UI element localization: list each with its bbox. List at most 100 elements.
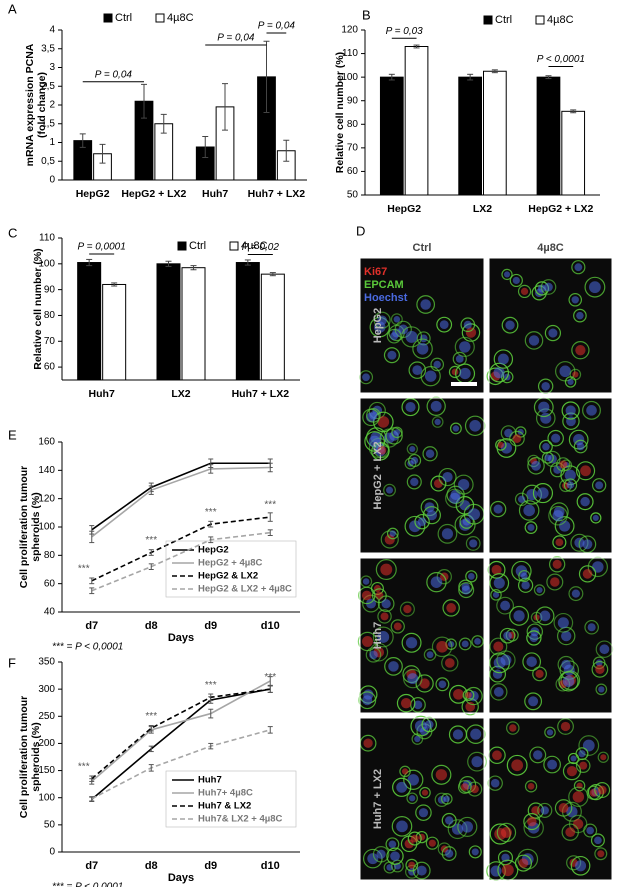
significance-label: *** xyxy=(205,680,217,691)
cell-nucleus xyxy=(390,332,399,341)
cell-membrane xyxy=(487,560,506,579)
cell-membrane xyxy=(563,478,578,492)
cell-nucleus xyxy=(470,784,479,794)
bar xyxy=(458,76,482,196)
cell-nucleus xyxy=(576,442,585,451)
cell-nucleus xyxy=(599,644,610,655)
channel-label: Hoechst xyxy=(364,292,408,304)
channel-label: Ki67 xyxy=(364,266,387,278)
cell-nucleus xyxy=(407,774,419,786)
cell-nucleus xyxy=(528,696,539,707)
legend-swatch xyxy=(535,15,545,25)
error-bar xyxy=(222,83,229,131)
cell-nucleus xyxy=(411,456,419,465)
cell-nucleus xyxy=(547,759,558,770)
cell-nucleus xyxy=(575,860,587,872)
micrograph xyxy=(358,257,485,394)
cell-nucleus xyxy=(426,510,437,521)
cell-nucleus xyxy=(435,769,448,781)
error-bar xyxy=(208,536,214,544)
cell-membrane xyxy=(436,316,453,333)
cell-membrane xyxy=(421,716,438,733)
cell-nucleus xyxy=(592,514,599,521)
cell-nucleus xyxy=(474,638,481,645)
cell-membrane xyxy=(490,683,508,701)
legend-swatch xyxy=(155,13,165,23)
cell-membrane xyxy=(506,754,528,776)
cell-nucleus xyxy=(409,795,416,802)
error-bar xyxy=(267,676,273,686)
cell-membrane xyxy=(552,535,567,550)
cell-nucleus xyxy=(503,631,512,641)
micrograph-border xyxy=(359,397,485,554)
cell-membrane xyxy=(597,751,609,763)
panel-letter: F xyxy=(8,655,16,670)
legend-swatch xyxy=(229,241,239,251)
micrograph-bg xyxy=(489,398,612,553)
error-bar xyxy=(79,133,86,148)
micrograph xyxy=(487,556,614,714)
cell-membrane xyxy=(408,361,427,379)
cell-nucleus xyxy=(396,781,408,793)
cell-nucleus xyxy=(445,849,454,858)
cell-membrane xyxy=(445,488,465,508)
cell-nucleus xyxy=(467,573,475,580)
cell-membrane xyxy=(489,362,510,383)
cell-membrane xyxy=(383,347,400,364)
cell-membrane xyxy=(454,336,475,357)
cell-nucleus xyxy=(438,680,447,689)
x-tick-label: HepG2 + LX2 xyxy=(528,203,593,215)
significance-label: *** xyxy=(264,500,276,511)
cell-membrane xyxy=(442,599,460,617)
cell-membrane xyxy=(411,733,424,745)
cell-membrane xyxy=(440,793,453,805)
cell-membrane xyxy=(431,416,444,428)
cell-membrane xyxy=(414,513,430,530)
y-tick-label: 200 xyxy=(38,738,55,749)
cell-nucleus xyxy=(444,658,455,668)
y-tick-label: 100 xyxy=(38,792,55,803)
cell-membrane xyxy=(499,627,516,644)
cell-membrane xyxy=(419,786,431,799)
significance-label: P = 0,04 xyxy=(217,33,255,44)
legend-label: 4µ8C xyxy=(547,14,574,26)
cell-nucleus xyxy=(369,650,378,660)
error-bar xyxy=(148,745,154,753)
cell-membrane xyxy=(595,640,614,658)
significance-label: P = 0,04 xyxy=(258,21,296,32)
cell-nucleus xyxy=(580,465,591,477)
y-tick-label: 60 xyxy=(347,166,359,177)
cell-membrane xyxy=(407,831,422,846)
cell-membrane xyxy=(403,668,423,689)
x-tick-label: LX2 xyxy=(171,388,190,400)
cell-nucleus xyxy=(518,858,529,868)
cell-membrane xyxy=(549,462,565,478)
cell-nucleus xyxy=(400,697,412,709)
cell-nucleus xyxy=(362,695,373,706)
cell-nucleus xyxy=(546,729,554,736)
error-bar xyxy=(89,530,95,544)
cell-membrane xyxy=(465,536,481,551)
cell-nucleus xyxy=(527,524,535,532)
cell-membrane xyxy=(524,331,544,350)
error-bar xyxy=(267,685,273,693)
cell-membrane xyxy=(375,559,397,581)
cell-membrane xyxy=(380,530,399,549)
cell-membrane xyxy=(562,762,582,781)
cell-membrane xyxy=(437,842,451,856)
micrograph xyxy=(359,715,487,881)
cell-nucleus xyxy=(424,370,437,382)
cell-nucleus xyxy=(428,839,436,847)
cell-membrane xyxy=(400,326,423,348)
cell-nucleus xyxy=(407,673,419,685)
cell-membrane xyxy=(453,474,474,495)
cell-nucleus xyxy=(512,434,522,443)
cell-nucleus xyxy=(566,766,578,777)
cell-membrane xyxy=(573,308,587,323)
cell-nucleus xyxy=(367,853,379,865)
cell-nucleus xyxy=(390,851,400,862)
cell-membrane xyxy=(441,654,459,672)
error-bar xyxy=(208,708,214,719)
cell-membrane xyxy=(575,461,596,481)
micrograph-border xyxy=(488,557,613,714)
